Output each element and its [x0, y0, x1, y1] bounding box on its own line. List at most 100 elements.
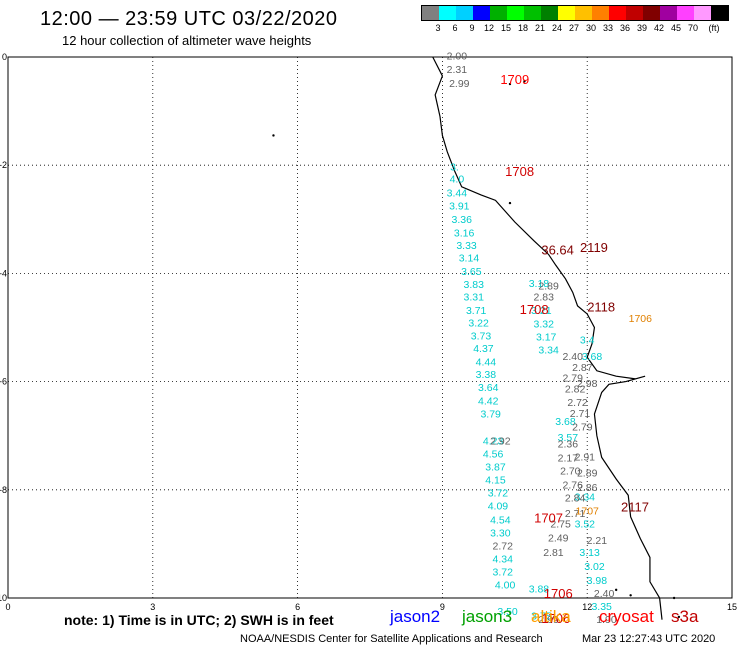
wave-height-value: 2.79: [572, 421, 593, 433]
scale-swatch: [592, 6, 609, 20]
wave-height-value: 2.86: [577, 482, 598, 494]
wave-height-value: 3.13: [579, 547, 600, 559]
island: [614, 588, 618, 592]
scale-swatch: [422, 6, 439, 20]
satellite-legend-s3a: s3a: [671, 607, 699, 626]
wave-height-value: 2.98: [577, 378, 598, 390]
scale-swatch: [456, 6, 473, 20]
pass-time-label: 1708: [520, 302, 549, 317]
wave-height-value: 3.57: [558, 432, 579, 444]
scale-swatch: [575, 6, 592, 20]
wave-height-value: 3.33: [456, 240, 477, 252]
scale-swatch: [643, 6, 660, 20]
wave-height-value: 4.54: [490, 514, 511, 526]
wave-height-value: 2.71: [570, 408, 591, 420]
wave-height-value: 4.34: [493, 553, 514, 565]
wave-height-value: 2.75: [550, 519, 571, 531]
wave-height-value: 2.92: [490, 435, 511, 447]
wave-height-value: 2.49: [548, 533, 569, 545]
scale-swatch: [439, 6, 456, 20]
y-tick-label: 0: [2, 52, 7, 62]
pass-time-label: 1709: [500, 72, 529, 87]
wave-height-value: 2.81: [543, 547, 564, 559]
scale-label: 30: [585, 23, 597, 33]
wave-height-value: 3.4: [580, 335, 595, 347]
y-tick-label: -10: [0, 593, 7, 603]
scale-label: 45: [670, 23, 682, 33]
wave-height-value: 2.71: [565, 508, 586, 520]
scale-label: 42: [653, 23, 665, 33]
scale-swatch: [660, 6, 677, 20]
pass-time-label: 2119: [580, 240, 608, 255]
scale-swatch: [609, 6, 626, 20]
wave-height-value: 3.38: [476, 369, 497, 381]
scale-label: 39: [636, 23, 648, 33]
scale-label: 6: [452, 23, 458, 33]
wave-height-value: 3.44: [447, 188, 468, 200]
scale-label: 24: [551, 23, 563, 33]
wave-height-value: 3.68: [555, 416, 576, 428]
satellite-legend-jason2: jason2: [390, 607, 441, 626]
wave-height-value: 2.83: [534, 291, 555, 303]
color-scale-labels: 3 6 9 12 15 18 21 24 27 30 33 36 39 42 45 70 (ft): [421, 21, 729, 35]
wave-height-value: 3.34: [538, 344, 559, 356]
wave-height-value: 3.50: [497, 606, 518, 618]
footer-credit: NOAA/NESDIS Center for Satellite Applica…: [240, 633, 543, 645]
wave-height-value: 3.75: [531, 611, 552, 623]
scale-swatch: [711, 6, 728, 20]
satellite-legend-jason3: jason3: [462, 607, 513, 626]
pass-time-label: 2117: [621, 499, 649, 514]
wave-height-value: 3.71: [466, 305, 487, 317]
wave-height-value: 2.72: [567, 397, 588, 409]
wave-height-value: 2.17: [558, 453, 579, 465]
island: [272, 134, 275, 137]
wave-height-value: 3.73: [471, 330, 492, 342]
wave-height-value: 2.31: [447, 64, 468, 76]
scale-label: 18: [517, 23, 529, 33]
wave-height-value: 3.64: [478, 382, 499, 394]
map-frame: [7, 56, 733, 599]
x-tick-label: 0: [5, 602, 10, 612]
x-tick-label: 9: [440, 602, 445, 612]
wave-height-value: 2.89: [577, 467, 598, 479]
wave-height-value: 2.99: [538, 614, 559, 626]
wave-height-value: 3.02: [584, 561, 605, 573]
wave-height-value: 3.31: [464, 291, 485, 303]
pass-time-label: 1706: [544, 586, 573, 601]
x-tick-label: 15: [727, 602, 737, 612]
wave-height-value: 4.0: [450, 174, 465, 186]
wave-height-value: 1.90: [596, 614, 617, 626]
y-tick-label: -2: [0, 160, 7, 170]
wave-height-value: 3.72: [493, 566, 514, 578]
wave-height-value: 3.98: [587, 575, 608, 587]
x-tick-label: 12: [582, 602, 592, 612]
island: [672, 596, 676, 600]
wave-height-value: 3.30: [490, 527, 511, 539]
wave-height-value: 2.99: [449, 78, 470, 90]
scale-swatch: [490, 6, 507, 20]
scale-label: 33: [602, 23, 614, 33]
wave-height-value: 4.09: [488, 500, 509, 512]
wave-height-value: 4.42: [478, 395, 499, 407]
y-tick-label: -4: [0, 268, 7, 278]
wave-height-value: 4.56: [483, 448, 504, 460]
pass-time-label: 1706: [541, 611, 570, 626]
wave-height-value: 4.00: [495, 579, 516, 591]
wave-height-value: 3.72: [488, 487, 509, 499]
wave-height-value: 2.21: [587, 535, 608, 547]
page-subtitle: 12 hour collection of altimeter wave hei…: [62, 33, 312, 48]
wave-height-value: 3.68: [582, 351, 603, 363]
wave-height-value: 3.87: [485, 461, 506, 473]
pass-time-label: 1708: [505, 164, 534, 179]
scale-swatch: [524, 6, 541, 20]
scale-label: 27: [568, 23, 580, 33]
wave-height-value: 2.36: [558, 439, 579, 451]
wave-height-value: 3.32: [534, 319, 555, 331]
wave-height-value: 2.40: [563, 351, 584, 363]
pass-time-label: 2118: [587, 299, 615, 314]
wave-height-value: 1707: [576, 506, 600, 518]
wave-height-value: 4.37: [473, 343, 494, 355]
color-scale: 3 6 9 12 15 18 21 24 27 30 33 36 39 42 45 70 (ft): [421, 5, 729, 35]
satellite-legend-altika: altika: [531, 607, 571, 626]
